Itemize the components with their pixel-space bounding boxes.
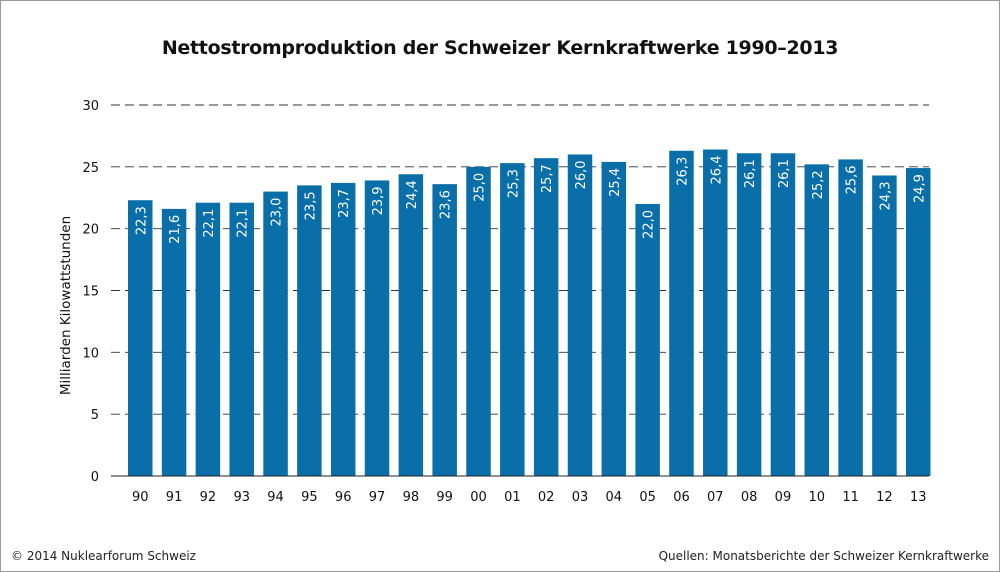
copyright-text: © 2014 Nuklearforum Schweiz <box>11 549 196 563</box>
bar-value-label: 24,3 <box>878 181 893 210</box>
source-text: Quellen: Monatsberichte der Schweizer Ke… <box>658 549 989 563</box>
y-tick-label: 30 <box>82 99 99 114</box>
y-axis-label: Milliarden Kilowattstunden <box>58 216 74 395</box>
bar-value-label: 26,1 <box>743 159 758 188</box>
bar-value-label: 25,3 <box>506 169 521 198</box>
x-tick-label: 96 <box>335 490 352 505</box>
bar-96 <box>330 182 356 476</box>
bar-99 <box>432 184 457 476</box>
bar-value-label: 23,6 <box>439 190 454 219</box>
x-tick-label: 02 <box>538 490 555 505</box>
bar-04 <box>601 161 627 477</box>
x-tick-label: 04 <box>606 490 623 505</box>
bar-06 <box>669 150 694 477</box>
bar-value-label: 25,4 <box>608 168 623 197</box>
x-tick-label: 13 <box>910 490 927 505</box>
bar-value-label: 21,6 <box>168 215 183 244</box>
bar-94 <box>263 191 288 477</box>
bar-value-label: 22,1 <box>236 209 251 238</box>
x-tick-label: 06 <box>673 490 690 505</box>
bar-00 <box>466 166 491 477</box>
bar-value-label: 23,5 <box>303 191 318 220</box>
x-tick-label: 99 <box>436 490 453 505</box>
bar-value-label: 25,0 <box>473 173 488 202</box>
x-tick-label: 98 <box>403 490 420 505</box>
bar-value-label: 26,1 <box>777 159 792 188</box>
bar-97 <box>364 180 390 477</box>
y-tick-label: 10 <box>82 346 99 361</box>
bar-value-label: 24,4 <box>405 180 420 209</box>
x-tick-label: 92 <box>200 490 217 505</box>
bar-95 <box>297 185 322 476</box>
x-tick-label: 97 <box>369 490 386 505</box>
bar-value-label: 22,0 <box>642 210 657 239</box>
bar-value-label: 25,6 <box>845 165 860 194</box>
x-tick-label: 93 <box>233 490 250 505</box>
x-tick-label: 00 <box>470 490 487 505</box>
y-tick-label: 20 <box>82 223 99 238</box>
bar-value-label: 23,7 <box>337 189 352 218</box>
x-tick-label: 09 <box>775 490 792 505</box>
x-tick-label: 90 <box>132 490 149 505</box>
bar-value-label: 25,2 <box>811 170 826 199</box>
y-tick-label: 5 <box>91 408 99 423</box>
y-tick-label: 25 <box>82 161 99 176</box>
bar-03 <box>567 154 593 476</box>
bar-value-label: 23,9 <box>371 186 386 215</box>
bar-12 <box>872 175 897 477</box>
bar-98 <box>398 174 424 476</box>
x-tick-label: 03 <box>572 490 589 505</box>
x-tick-label: 08 <box>741 490 758 505</box>
bar-90 <box>128 200 153 476</box>
x-tick-label: 12 <box>876 490 893 505</box>
bar-value-label: 22,1 <box>202 209 217 238</box>
x-tick-label: 10 <box>808 490 825 505</box>
bar-value-label: 26,4 <box>709 156 724 185</box>
bar-01 <box>500 163 525 476</box>
bar-value-label: 24,9 <box>912 174 927 203</box>
bar-value-label: 26,0 <box>574 160 589 189</box>
bar-05 <box>635 203 660 476</box>
bar-02 <box>533 158 559 476</box>
x-tick-label: 07 <box>707 490 724 505</box>
x-tick-label: 95 <box>301 490 318 505</box>
bar-13 <box>906 168 931 476</box>
bar-value-label: 25,7 <box>540 164 555 193</box>
bar-07 <box>703 149 728 476</box>
x-tick-label: 91 <box>166 490 183 505</box>
x-tick-label: 11 <box>842 490 859 505</box>
y-tick-label: 15 <box>82 285 99 300</box>
x-tick-label: 05 <box>639 490 656 505</box>
chart-title: Nettostromproduktion der Schweizer Kernk… <box>161 37 839 59</box>
bar-value-label: 22,3 <box>134 206 149 235</box>
x-tick-label: 01 <box>504 490 521 505</box>
bar-93 <box>229 202 254 477</box>
bar-10 <box>804 164 830 477</box>
x-tick-label: 94 <box>267 490 284 505</box>
bar-09 <box>770 153 796 477</box>
bar-value-label: 23,0 <box>270 198 285 227</box>
bar-value-label: 26,3 <box>675 157 690 186</box>
bar-92 <box>195 202 221 477</box>
bar-08 <box>736 153 762 477</box>
y-tick-label: 0 <box>91 470 99 485</box>
bar-91 <box>161 208 187 476</box>
bar-11 <box>838 159 863 476</box>
